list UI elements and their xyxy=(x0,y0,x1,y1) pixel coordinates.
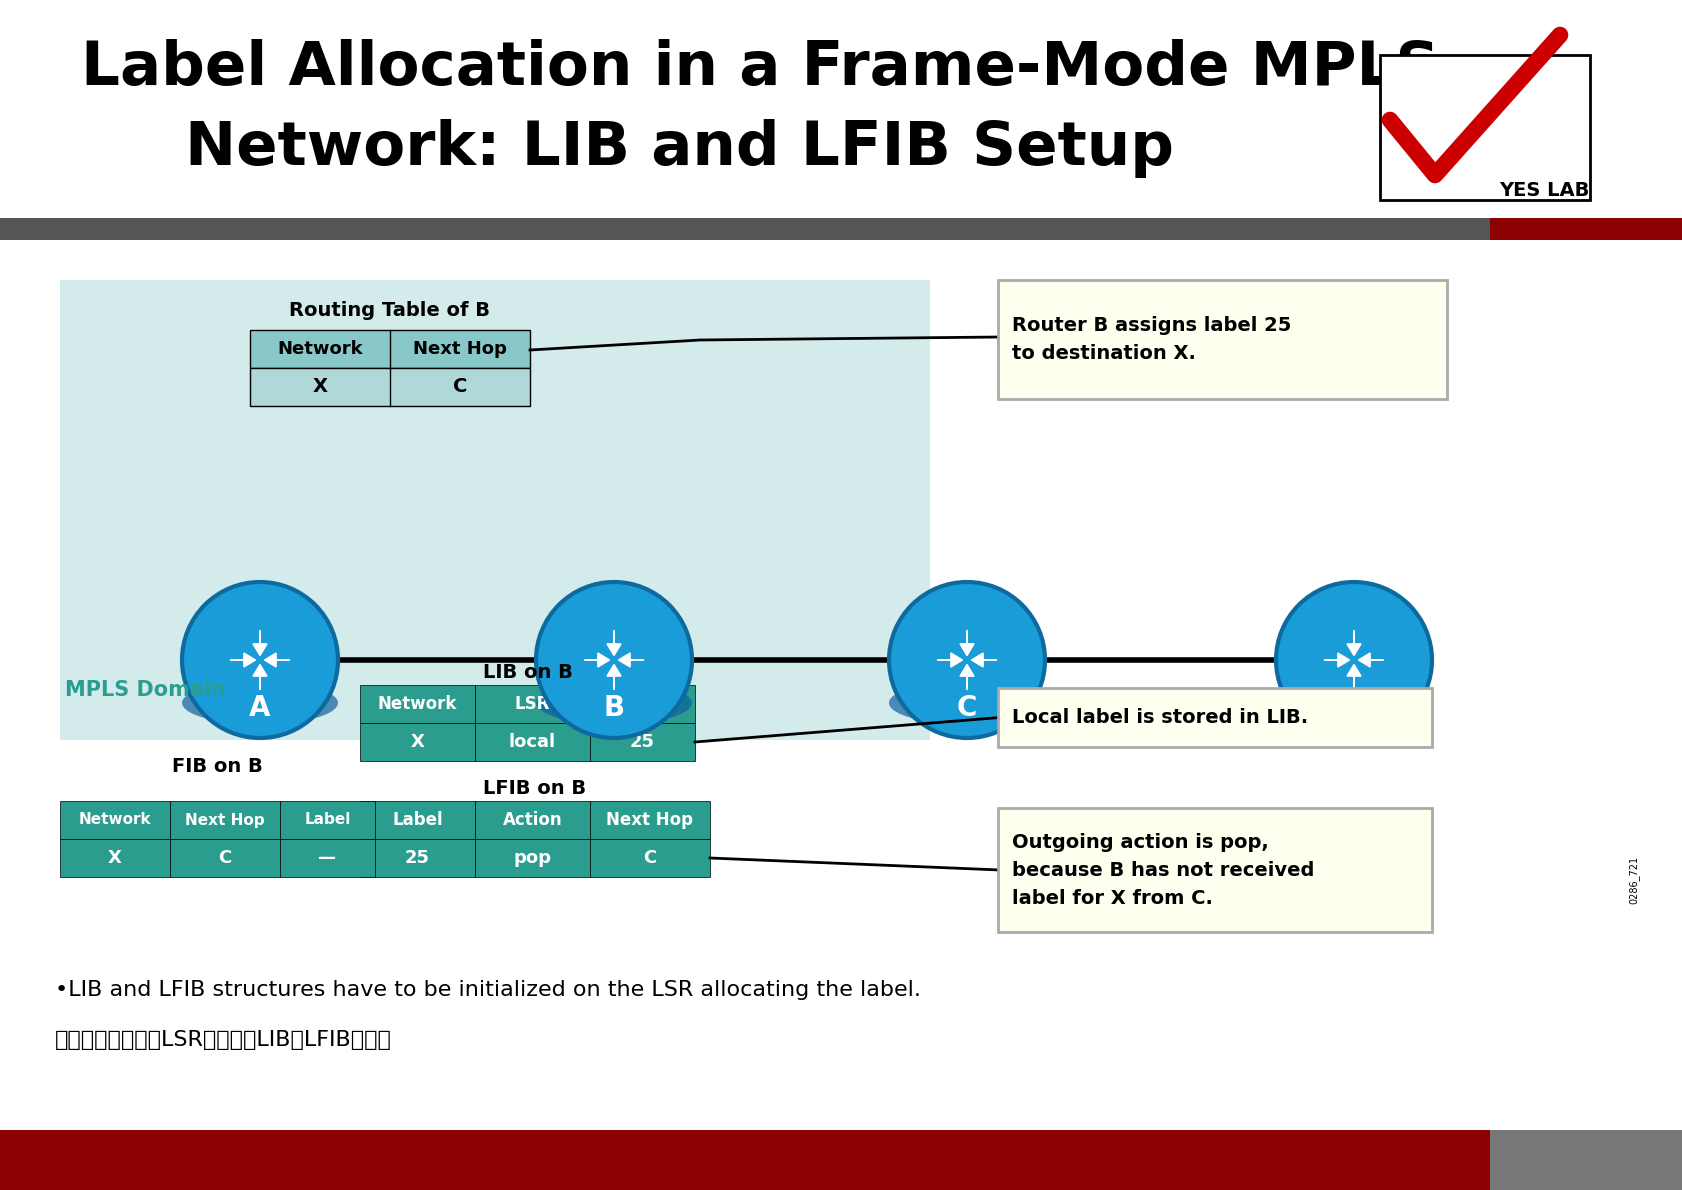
FancyBboxPatch shape xyxy=(61,280,930,740)
Bar xyxy=(61,801,170,839)
Bar xyxy=(590,839,710,877)
Text: 25: 25 xyxy=(405,848,429,868)
FancyArrow shape xyxy=(971,653,996,668)
FancyArrow shape xyxy=(1346,631,1361,656)
Text: X: X xyxy=(108,848,121,868)
Text: LSR: LSR xyxy=(515,695,550,713)
Text: X: X xyxy=(410,733,424,751)
Text: Next Hop: Next Hop xyxy=(412,340,506,358)
Text: FIB on B: FIB on B xyxy=(172,757,262,776)
Ellipse shape xyxy=(1275,682,1431,725)
FancyBboxPatch shape xyxy=(1379,55,1589,200)
Bar xyxy=(360,839,474,877)
FancyBboxPatch shape xyxy=(997,808,1431,932)
Text: X: X xyxy=(313,377,328,396)
Text: Routing Table of B: Routing Table of B xyxy=(289,301,489,319)
FancyArrow shape xyxy=(252,631,267,656)
Bar xyxy=(360,685,474,724)
Text: D: D xyxy=(1342,694,1364,722)
Text: Local label is stored in LIB.: Local label is stored in LIB. xyxy=(1011,708,1307,727)
Bar xyxy=(0,218,1489,240)
FancyArrow shape xyxy=(584,653,609,668)
FancyArrow shape xyxy=(959,664,974,690)
Bar xyxy=(474,801,590,839)
FancyArrow shape xyxy=(617,653,643,668)
Text: Next Hop: Next Hop xyxy=(606,812,693,829)
Bar xyxy=(279,801,375,839)
Text: pop: pop xyxy=(513,848,552,868)
Bar xyxy=(279,839,375,877)
FancyArrow shape xyxy=(252,664,267,690)
FancyArrow shape xyxy=(959,631,974,656)
Text: Action: Action xyxy=(503,812,562,829)
FancyArrow shape xyxy=(264,653,289,668)
Ellipse shape xyxy=(535,682,691,725)
Text: Network: Network xyxy=(377,695,458,713)
FancyBboxPatch shape xyxy=(997,688,1431,747)
FancyBboxPatch shape xyxy=(997,280,1447,399)
Text: Network: LIB and LFIB Setup: Network: LIB and LFIB Setup xyxy=(185,119,1174,177)
Text: 25: 25 xyxy=(629,733,654,751)
Bar xyxy=(1489,218,1682,240)
Bar xyxy=(170,839,279,877)
Text: LIB on B: LIB on B xyxy=(483,664,572,683)
Text: Label Allocation in a Frame-Mode MPLS: Label Allocation in a Frame-Mode MPLS xyxy=(81,38,1438,98)
Circle shape xyxy=(1275,582,1431,738)
Text: B: B xyxy=(604,694,624,722)
Circle shape xyxy=(182,582,338,738)
FancyArrow shape xyxy=(937,653,962,668)
Text: —: — xyxy=(318,848,336,868)
Bar xyxy=(251,368,530,406)
FancyArrow shape xyxy=(607,631,621,656)
Text: A: A xyxy=(249,694,271,722)
Text: Label: Label xyxy=(392,812,442,829)
Bar xyxy=(590,724,695,760)
Text: C: C xyxy=(452,377,468,396)
Text: Label: Label xyxy=(617,695,668,713)
Text: •LIB and LFIB structures have to be initialized on the LSR allocating the label.: •LIB and LFIB structures have to be init… xyxy=(56,981,920,1000)
FancyArrow shape xyxy=(230,653,256,668)
Ellipse shape xyxy=(182,682,338,725)
Text: Network: Network xyxy=(278,340,363,358)
Text: C: C xyxy=(219,848,232,868)
Bar xyxy=(360,801,474,839)
Bar xyxy=(590,685,695,724)
Ellipse shape xyxy=(888,682,1045,725)
Bar xyxy=(61,839,170,877)
Bar xyxy=(360,724,474,760)
Text: C: C xyxy=(643,848,656,868)
Text: Next Hop: Next Hop xyxy=(185,813,264,827)
Text: 必须在分配标签的LSR上初始化LIB和LFIB结构。: 必须在分配标签的LSR上初始化LIB和LFIB结构。 xyxy=(56,1031,392,1050)
FancyArrow shape xyxy=(1346,664,1361,690)
Text: Label: Label xyxy=(304,813,350,827)
Text: C: C xyxy=(957,694,977,722)
Bar xyxy=(590,801,710,839)
Bar xyxy=(251,330,530,368)
Bar xyxy=(474,724,590,760)
Text: local: local xyxy=(508,733,555,751)
Text: Network: Network xyxy=(79,813,151,827)
Bar xyxy=(474,685,590,724)
Bar xyxy=(170,801,279,839)
Text: 0286_721: 0286_721 xyxy=(1628,856,1638,904)
Circle shape xyxy=(888,582,1045,738)
FancyArrow shape xyxy=(1324,653,1349,668)
Bar xyxy=(0,1130,1489,1190)
FancyArrow shape xyxy=(607,664,621,690)
Text: MPLS Domain: MPLS Domain xyxy=(64,679,225,700)
Bar xyxy=(474,839,590,877)
FancyArrow shape xyxy=(1357,653,1383,668)
Text: Outgoing action is pop,
because B has not received
label for X from C.: Outgoing action is pop, because B has no… xyxy=(1011,833,1314,908)
Text: Router B assigns label 25
to destination X.: Router B assigns label 25 to destination… xyxy=(1011,317,1290,363)
Text: YES LAB: YES LAB xyxy=(1499,181,1589,200)
Text: LFIB on B: LFIB on B xyxy=(483,779,587,798)
Bar xyxy=(1489,1130,1682,1190)
Circle shape xyxy=(535,582,691,738)
